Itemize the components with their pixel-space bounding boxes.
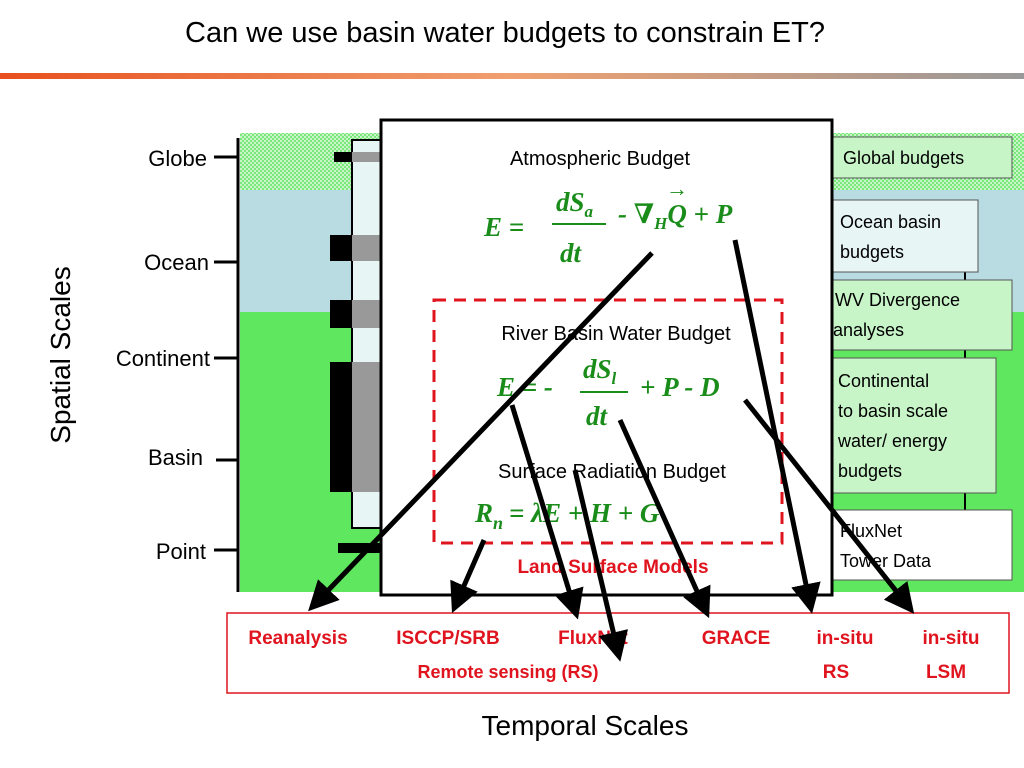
product: ISCCP/SRB [396,628,499,649]
arrows [308,239,915,662]
eq-denominator: dt [560,238,583,268]
svg-text:dSl: dSl [583,354,617,388]
y-axis-label: Spatial Scales [45,266,76,443]
budget-title: Atmospheric Budget [510,148,691,170]
scale-box-text: to basin scale [838,401,948,421]
y-tick-label: Ocean [144,250,209,275]
y-tick-label: Basin [148,445,203,470]
eq-numerator: dS [556,187,585,217]
scale-bars [330,152,382,553]
x-axis-label: Temporal Scales [482,710,689,741]
y-ticks [214,155,238,552]
eq-numerator: dS [583,354,612,384]
eq-lhs: R [474,498,493,528]
scale-box-text: water/ energy [837,431,947,451]
y-tick-label: Globe [148,146,207,171]
y-tick-label: Point [156,539,206,564]
product: RS [823,662,849,683]
eq-sub: n [493,513,503,533]
land-surface-label: Land Surface Models [517,557,708,578]
product: in-situ [923,628,980,649]
slide-title: Can we use basin water budgets to constr… [185,17,825,49]
budget-title: Surface Radiation Budget [498,461,726,483]
svg-text:dSa: dSa [556,187,594,221]
eq-denominator: dt [586,401,609,431]
scale-box-text: Continental [838,371,929,391]
scale-box-text: analyses [833,320,904,340]
budget-title: River Basin Water Budget [501,323,731,345]
product: in-situ [817,628,874,649]
product: LSM [926,662,966,683]
scale-box-text: Tower Data [840,551,932,571]
scale-box-text: Global budgets [843,148,964,168]
land-box [432,298,784,545]
eq-tail: + P - D [640,372,720,402]
products-box [226,612,1010,694]
product: Reanalysis [248,628,347,649]
eq-tail: Q + P [667,199,732,229]
y-tick-label: Continent [116,346,210,371]
eq-operator: - ∇ [618,199,654,229]
eq-vector: → [666,176,688,201]
scale-box [829,357,997,494]
eq-sub: a [585,202,594,221]
eq-sub: H [653,214,668,233]
scale-box-text: Ocean basin [840,212,941,232]
scale-box-text: budgets [838,461,902,481]
scale-box-text: WV Divergence [835,290,960,310]
eq-sub: l [612,369,617,388]
svg-text:- ∇HQ + P: - ∇HQ + P [618,199,733,233]
product-group: Remote sensing (RS) [417,662,598,682]
scale-box-text: budgets [840,242,904,262]
eq-lhs: E = [483,212,524,242]
scale-box [829,136,1013,179]
product: GRACE [702,628,771,649]
title-rule [0,73,1024,79]
